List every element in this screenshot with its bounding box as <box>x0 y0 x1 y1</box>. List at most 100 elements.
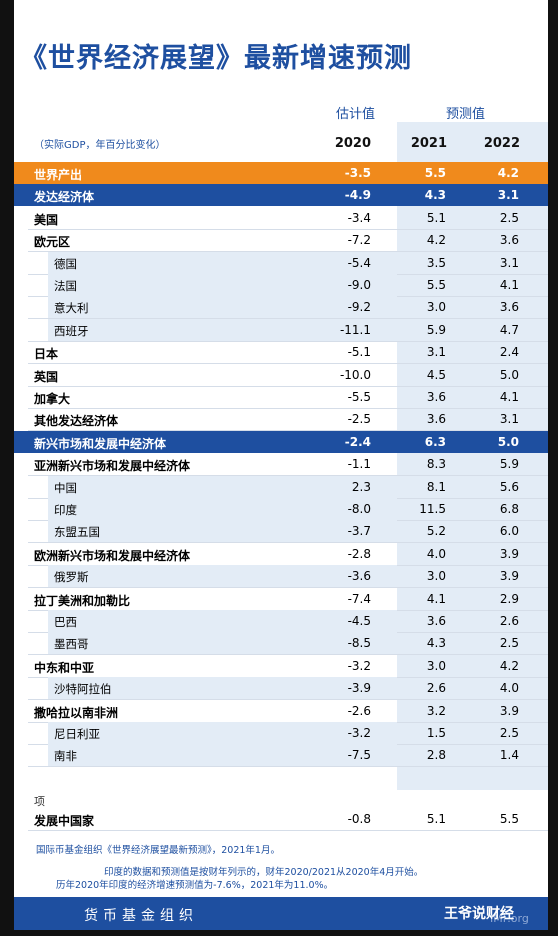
cell-value: 6.0 <box>499 524 519 539</box>
row-shade <box>48 677 397 700</box>
row-label: 南非 <box>54 749 77 764</box>
cell-value: 3.5 <box>426 255 446 270</box>
table-row: 中国 2.3 8.1 5.6 <box>14 475 548 498</box>
watermark: 王爷说财经 <box>444 906 514 922</box>
row-label: 拉丁美洲和加勒比 <box>34 593 131 608</box>
cell-value: -5.1 <box>347 345 371 360</box>
cell-value: 4.1 <box>426 591 446 606</box>
cell-value: 5.9 <box>426 322 446 337</box>
table-row: 法国 -9.0 5.5 4.1 <box>14 274 548 296</box>
row-label: 亚洲新兴市场和发展中经济体 <box>34 459 191 474</box>
cell-value: 3.0 <box>426 569 446 584</box>
cell-value: 3.0 <box>426 300 446 315</box>
cell-value: -3.9 <box>347 681 371 696</box>
table-row: 欧元区 -7.2 4.2 3.6 <box>14 229 548 251</box>
cell-value: 3.1 <box>426 345 446 360</box>
table-row: 德国 -5.4 3.5 3.1 <box>14 251 548 274</box>
cell-value: 2.5 <box>499 210 519 225</box>
table-row: 东盟五国 -3.7 5.2 6.0 <box>14 520 548 543</box>
table-row: 南非 -7.5 2.8 1.4 <box>14 744 548 767</box>
cell-value: 5.2 <box>426 524 446 539</box>
row-shade <box>48 565 397 588</box>
cell-value: 4.3 <box>426 636 446 651</box>
table-row: 尼日利亚 -3.2 1.5 2.5 <box>14 722 548 744</box>
cell-value: -9.0 <box>347 278 371 292</box>
cell-value: 6.8 <box>499 502 519 516</box>
cell-value: 5.6 <box>499 479 519 494</box>
table-row: 其他发达经济体 -2.5 3.6 3.1 <box>14 408 548 430</box>
row-label: 巴西 <box>54 615 77 629</box>
cell-value: 3.2 <box>426 703 446 718</box>
cell-value: 3.6 <box>426 614 446 628</box>
cell-value: 5.1 <box>426 812 446 826</box>
table-row: 撒哈拉以南非洲 -2.6 3.2 3.9 <box>14 700 548 722</box>
cell-value: -7.5 <box>347 748 371 763</box>
cell-value: 5.9 <box>499 457 519 472</box>
footer-bar <box>14 897 548 930</box>
cell-value: -3.2 <box>347 726 371 740</box>
cell-value: -4.5 <box>347 614 371 628</box>
cell-value: 5.0 <box>499 367 519 382</box>
cell-value: -7.2 <box>347 233 371 248</box>
cell-value: 3.6 <box>499 300 519 315</box>
row-label: 撒哈拉以南非洲 <box>34 705 119 720</box>
cell-value: 4.3 <box>424 188 446 203</box>
cell-value: 2.8 <box>426 748 446 763</box>
row-separator <box>28 654 548 656</box>
row-label: 新兴市场和发展中经济体 <box>34 436 167 451</box>
table-row: 沙特阿拉伯 -3.9 2.6 4.0 <box>14 677 548 700</box>
cell-value: 2.6 <box>499 614 519 628</box>
cell-value: -8.0 <box>347 502 371 516</box>
table-row: 美国 -3.4 5.1 2.5 <box>14 207 548 229</box>
row-shade <box>48 520 397 543</box>
row-label: 英国 <box>34 369 59 384</box>
cell-value: 2.9 <box>499 591 519 606</box>
row-separator <box>28 542 548 544</box>
unit-note: （实际GDP，年百分比变化） <box>34 140 166 151</box>
row-shade <box>48 610 397 632</box>
cell-value: 2.4 <box>499 345 519 360</box>
row-label: 德国 <box>54 256 77 271</box>
row-shade <box>48 744 397 767</box>
cell-value: -4.9 <box>344 188 371 203</box>
cell-value: -10.0 <box>339 367 371 382</box>
forecast-background <box>397 122 548 790</box>
row-separator <box>28 228 548 230</box>
cell-value: 3.6 <box>499 233 519 248</box>
cell-value: -7.4 <box>347 591 371 606</box>
cell-value: -0.8 <box>347 812 371 826</box>
forecast-header: 预测值 <box>446 107 486 122</box>
cell-value: 5.5 <box>499 812 519 826</box>
cell-value: 2.5 <box>499 636 519 651</box>
table-row: 巴西 -4.5 3.6 2.6 <box>14 610 548 632</box>
row-separator <box>28 408 548 409</box>
cell-value: -3.5 <box>344 166 371 180</box>
cell-value: -3.6 <box>347 569 371 584</box>
table-row: 日本 -5.1 3.1 2.4 <box>14 341 548 363</box>
row-shade <box>48 296 397 319</box>
cell-value: 3.6 <box>426 390 446 404</box>
table-row: 意大利 -9.2 3.0 3.6 <box>14 296 548 319</box>
cell-value: -11.1 <box>339 322 371 337</box>
table-row: 墨西哥 -8.5 4.3 2.5 <box>14 632 548 655</box>
cell-value: 5.0 <box>497 434 519 449</box>
row-label: 发达经济体 <box>34 190 95 205</box>
row-label: 世界产出 <box>34 168 83 182</box>
table-row: 俄罗斯 -3.6 3.0 3.9 <box>14 565 548 588</box>
cell-value: 4.7 <box>499 322 519 337</box>
footer-org: 货币基金组织 <box>84 908 198 924</box>
cell-value: 4.1 <box>499 390 519 404</box>
table-row: 拉丁美洲和加勒比 -7.4 4.1 2.9 <box>14 588 548 610</box>
footnote: 历年2020年印度的经济增速预测值为-7.6%，2021年为11.0%。 <box>56 880 334 891</box>
cell-value: 3.6 <box>426 412 446 427</box>
row-separator <box>28 385 548 387</box>
row-separator <box>28 830 548 831</box>
table-row: 西班牙 -11.1 5.9 4.7 <box>14 318 548 341</box>
row-label: 墨西哥 <box>54 637 89 652</box>
row-label: 沙特阿拉伯 <box>54 682 112 697</box>
year: 2022 <box>483 136 520 151</box>
cell-value: 4.5 <box>426 367 446 382</box>
row-label: 发展中国家 <box>34 814 95 828</box>
cell-value: 2.3 <box>351 479 371 494</box>
title: 《世界经济展望》最新增速预测 <box>20 43 412 74</box>
